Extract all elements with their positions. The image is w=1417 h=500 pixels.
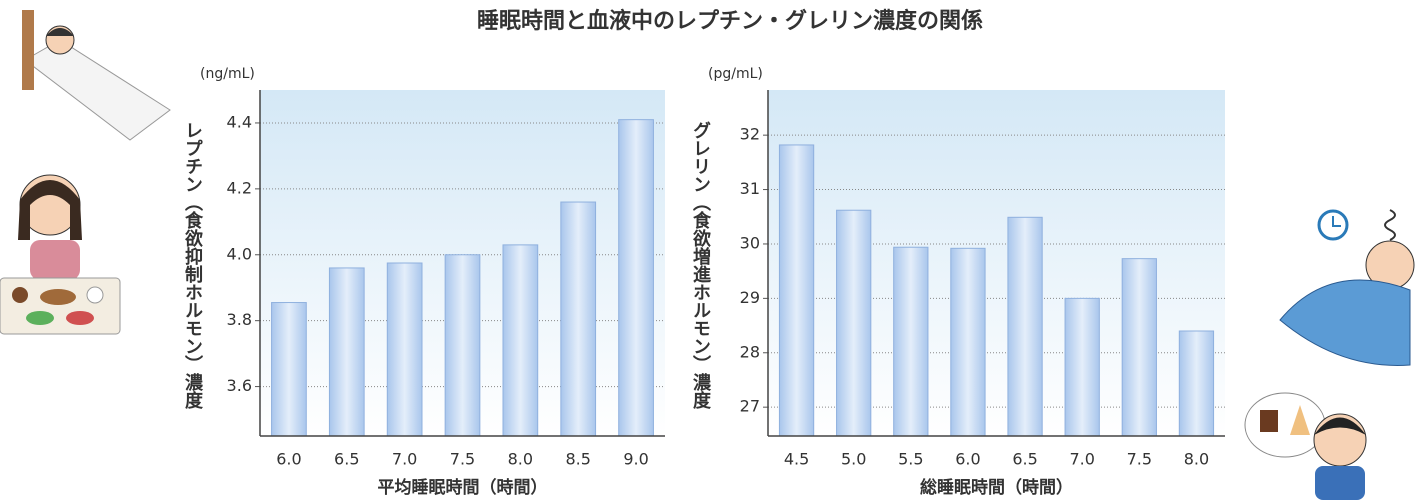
y-tick-label: 31 <box>740 179 760 198</box>
x-tick-label: 5.5 <box>898 450 923 469</box>
x-tick-label: 7.5 <box>450 450 475 469</box>
page-title: 睡眠時間と血液中のレプチン・グレリン濃度の関係 <box>477 8 983 34</box>
y-tick-label: 29 <box>740 288 760 307</box>
bar <box>778 144 815 437</box>
y-axis-title: レプチン（食欲抑制ホルモン）濃度 <box>182 121 204 410</box>
x-tick-label: 6.5 <box>1012 450 1037 469</box>
y-tick-label: 3.6 <box>227 376 252 395</box>
x-tick-label: 7.0 <box>1069 450 1094 469</box>
x-tick-label: 9.0 <box>623 450 648 469</box>
x-tick-label: 7.5 <box>1127 450 1152 469</box>
x-axis-title: 平均睡眠時間（時間） <box>378 477 548 498</box>
bar <box>618 119 654 437</box>
y-tick-label: 4.2 <box>227 178 252 197</box>
illustration-sleepless <box>1279 209 1415 366</box>
y-tick-label: 30 <box>740 233 760 252</box>
bar <box>1064 297 1100 437</box>
x-tick-label: 7.0 <box>392 450 417 469</box>
bar <box>502 244 539 437</box>
x-tick-label: 4.5 <box>784 450 809 469</box>
bar <box>1007 216 1043 437</box>
y-tick-label: 28 <box>740 342 760 361</box>
x-tick-label: 8.5 <box>565 450 590 469</box>
bar <box>444 254 481 437</box>
x-tick-label: 8.0 <box>508 450 533 469</box>
bar <box>271 302 307 437</box>
bar <box>893 246 929 437</box>
y-tick-label: 32 <box>740 125 760 144</box>
illustration-bed <box>22 10 171 141</box>
x-axis-title: 総睡眠時間（時間） <box>920 477 1073 498</box>
illustration-woman-meal <box>0 174 121 335</box>
bar <box>836 209 872 437</box>
bar <box>328 267 365 437</box>
bar <box>1178 330 1215 437</box>
x-tick-label: 5.0 <box>841 450 866 469</box>
y-tick-label: 4.0 <box>227 244 252 263</box>
x-tick-label: 8.0 <box>1184 450 1209 469</box>
bar <box>560 201 597 437</box>
y-tick-label: 3.8 <box>227 310 252 329</box>
y-tick-label: 4.4 <box>227 112 252 131</box>
x-tick-label: 6.0 <box>955 450 980 469</box>
unit-label: (ng/mL) <box>200 66 255 82</box>
y-tick-label: 27 <box>740 397 760 416</box>
bar <box>950 247 986 437</box>
bar <box>386 262 423 437</box>
unit-label: (pg/mL) <box>708 66 763 82</box>
bar <box>1121 258 1157 437</box>
x-tick-label: 6.5 <box>334 450 359 469</box>
x-tick-label: 6.0 <box>276 450 301 469</box>
y-axis-title: グレリン（食欲増進ホルモン）濃度 <box>690 121 712 410</box>
illustration-craving <box>1244 392 1367 500</box>
